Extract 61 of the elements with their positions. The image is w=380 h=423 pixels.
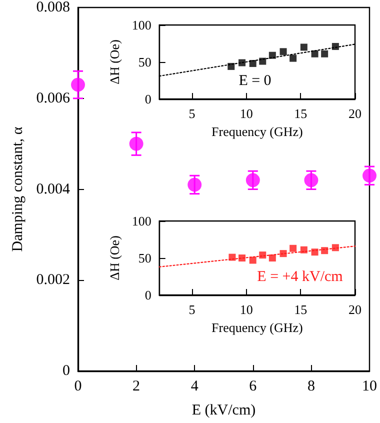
x-tick-label: 10 (362, 378, 377, 394)
annotation: E = 0 (238, 73, 272, 89)
point (290, 244, 297, 252)
point (259, 58, 266, 65)
point (311, 50, 318, 58)
point (290, 54, 297, 62)
y-tick-label: 100 (132, 214, 152, 228)
y-tick-label: 0.004 (36, 181, 70, 198)
point (300, 246, 308, 254)
y-tick-label: 0.006 (36, 90, 70, 106)
x-tick-label: 10 (240, 302, 253, 317)
y-tick-label: 50 (138, 250, 152, 266)
x-tick-label: 20 (348, 302, 362, 317)
x-tick-label: 10 (240, 106, 253, 121)
y-axis-title: Damping constant, α (10, 126, 26, 252)
x-axis-title: E (kV/cm) (192, 402, 256, 418)
y-axis-title: ΔH (Oe) (107, 40, 122, 84)
y-tick-label: 0 (62, 363, 70, 379)
point (188, 178, 202, 192)
x-tick-label: 5 (188, 106, 196, 121)
y-tick-label: 0.002 (36, 272, 70, 288)
point (268, 254, 276, 262)
x-tick-label: 0 (74, 378, 82, 394)
y-tick-label: 100 (132, 18, 152, 32)
point (249, 256, 256, 264)
y-tick-label: 50 (138, 54, 152, 70)
point (129, 136, 144, 151)
point (238, 59, 246, 66)
point (332, 244, 339, 252)
x-axis-title: Frequency (GHz) (212, 320, 303, 335)
x-tick-label: 15 (294, 302, 308, 317)
x-tick-label: 5 (188, 302, 196, 317)
annotation: E = +4 kV/cm (257, 269, 344, 285)
point (259, 252, 266, 259)
x-tick-label: 15 (294, 106, 308, 121)
x-tick-label: 2 (132, 378, 140, 394)
point (311, 248, 318, 256)
x-axis-title: Frequency (GHz) (212, 124, 303, 139)
point (228, 62, 235, 70)
point (238, 254, 246, 262)
point (246, 173, 260, 188)
point (280, 250, 287, 258)
point (304, 173, 318, 188)
point (321, 50, 328, 58)
point (228, 254, 236, 261)
point (249, 60, 256, 67)
y-tick-label: 0.008 (36, 0, 70, 16)
point (300, 44, 308, 51)
point (332, 42, 339, 50)
y-tick-label: 0 (144, 288, 152, 302)
point (268, 52, 276, 59)
x-tick-label: 4 (190, 378, 199, 394)
y-tick-label: 0 (144, 92, 152, 106)
x-tick-label: 20 (348, 106, 362, 121)
point (362, 168, 376, 183)
point (321, 247, 328, 254)
y-axis-title: ΔH (Oe) (107, 236, 122, 280)
point (280, 48, 287, 56)
x-tick-label: 8 (307, 378, 315, 394)
point (71, 78, 85, 92)
x-tick-label: 6 (249, 378, 258, 394)
